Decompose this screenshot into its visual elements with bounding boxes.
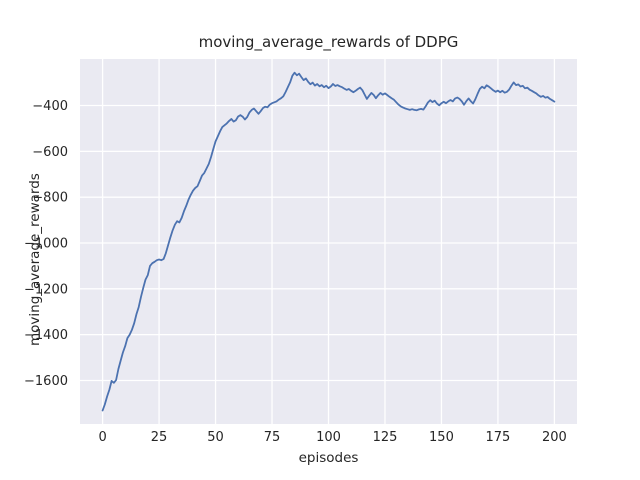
y-tick-label: −1600 — [24, 374, 68, 389]
x-tick-label: 75 — [264, 430, 281, 445]
x-tick-label: 0 — [98, 430, 106, 445]
y-tick-label: −1000 — [24, 236, 68, 251]
x-tick-label: 200 — [542, 430, 567, 445]
x-axis-label: episodes — [298, 450, 359, 466]
y-tick-label: −1200 — [24, 282, 68, 297]
y-tick-label: −400 — [32, 99, 68, 114]
y-axis-label: moving_average_rewards — [27, 173, 43, 346]
y-tick-label: −800 — [32, 191, 68, 206]
x-tick-label: 150 — [429, 430, 454, 445]
x-tick-label: 25 — [151, 430, 168, 445]
x-tick-label: 175 — [486, 430, 511, 445]
x-tick-label: 125 — [373, 430, 398, 445]
y-tick-label: −600 — [32, 145, 68, 160]
y-tick-label: −1400 — [24, 328, 68, 343]
reward-curve — [101, 71, 556, 412]
x-tick-label: 100 — [316, 430, 341, 445]
x-tick-label: 50 — [207, 430, 224, 445]
chart-title: moving_average_rewards of DDPG — [198, 33, 459, 51]
